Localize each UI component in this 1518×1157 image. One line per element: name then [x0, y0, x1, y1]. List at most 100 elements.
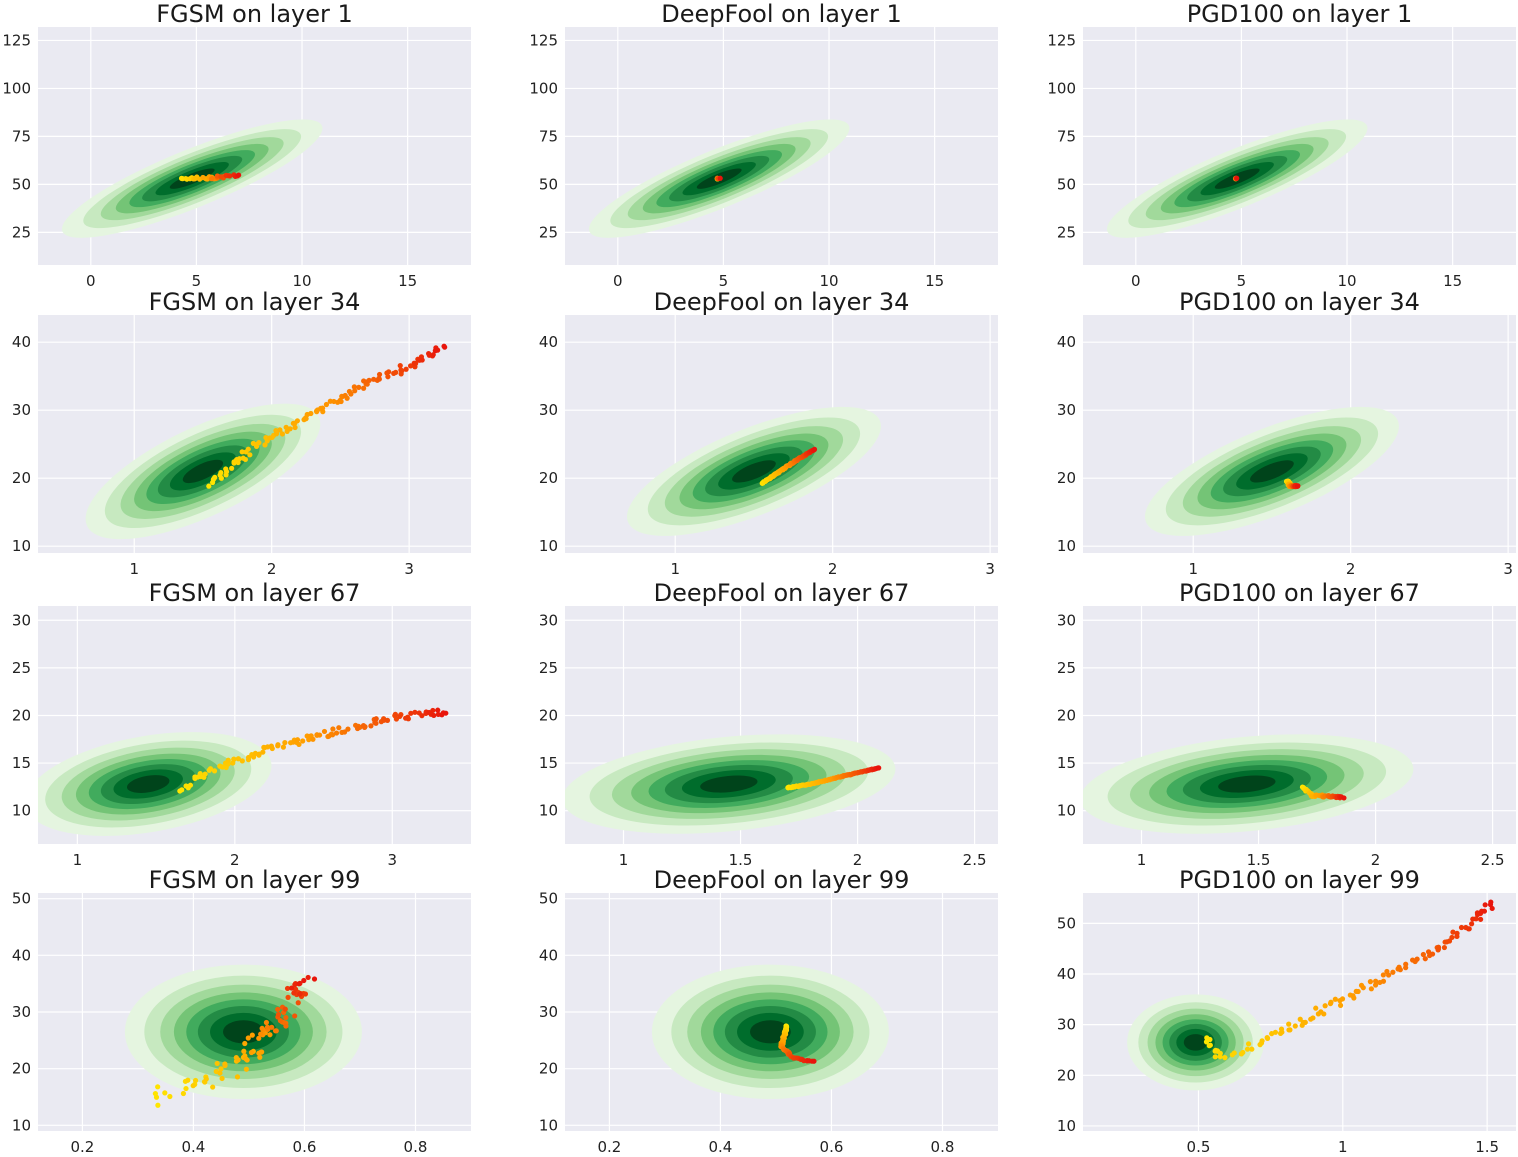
x-tick-label: 0 [86, 272, 96, 290]
y-tick-label: 40 [12, 946, 31, 964]
data-point [1286, 1021, 1292, 1027]
row-2: 1 2 3 10 20 30 40 FGSM on layer 34 1 2 3 10 20 30 40 D… [12, 288, 1516, 578]
data-point [268, 743, 274, 749]
data-point [419, 357, 425, 363]
panel-pgd100-layer-99: 0.5 1 1.5 10 20 30 40 50 PGD100 on layer 99 [1057, 866, 1516, 1156]
data-point [236, 456, 243, 462]
data-point [183, 175, 189, 182]
density-level-8 [182, 459, 224, 484]
y-tick-label: 30 [12, 611, 31, 629]
data-point [333, 730, 340, 736]
y-tick-label: 25 [1057, 659, 1076, 677]
trajectory-points [152, 974, 318, 1108]
data-point [282, 740, 288, 746]
data-point [236, 172, 242, 178]
data-point [1322, 1003, 1328, 1009]
data-point [391, 370, 397, 376]
data-point [1403, 961, 1409, 967]
data-point [1234, 175, 1240, 181]
data-point [227, 173, 233, 179]
data-point [1441, 944, 1448, 951]
data-point [1380, 978, 1387, 984]
data-point [1217, 1050, 1223, 1056]
data-point [811, 1058, 817, 1064]
x-tick-label: 2 [230, 851, 240, 869]
data-point [209, 175, 215, 182]
data-point [1373, 978, 1379, 984]
panel-title: FGSM on layer 34 [149, 288, 361, 316]
y-tick-label: 15 [1057, 754, 1076, 772]
data-point [155, 1084, 161, 1090]
data-point [283, 1014, 289, 1021]
panel-deepfool-layer-67: 1 1.5 2 2.5 10 15 20 25 30 DeepFool on layer 67 [539, 579, 998, 869]
data-point [275, 742, 281, 748]
data-point [1353, 988, 1359, 994]
data-point [426, 350, 432, 357]
data-point [1449, 934, 1455, 941]
panel-deepfool-layer-1: 0 5 10 15 25 50 75 100 125 DeepFool on layer 1 [529, 0, 998, 290]
data-point [1292, 1023, 1298, 1029]
data-point [1367, 979, 1373, 985]
data-point [263, 1019, 270, 1026]
y-tick-label: 30 [539, 1003, 558, 1021]
data-point [245, 1035, 251, 1041]
y-tick-label: 20 [539, 1060, 558, 1078]
data-point [1466, 926, 1472, 932]
data-point [192, 176, 198, 182]
panel-pgd100-layer-1: 0 5 10 15 25 50 75 100 125 PGD100 on layer 1 [1047, 0, 1516, 290]
data-point [384, 717, 391, 723]
data-point [264, 1024, 271, 1030]
data-point [361, 385, 367, 391]
y-tick-label: 10 [12, 537, 31, 555]
data-point [432, 348, 438, 354]
trajectory-points [178, 172, 242, 182]
panel-title: FGSM on layer 67 [149, 579, 361, 607]
data-point [183, 783, 189, 789]
data-point [1337, 1002, 1344, 1008]
data-point [1487, 901, 1494, 908]
data-point [290, 420, 296, 426]
trajectory-points [1283, 478, 1301, 490]
data-point [162, 1090, 168, 1096]
data-point [249, 1032, 255, 1038]
data-point [319, 405, 326, 411]
data-point [207, 766, 214, 772]
y-tick-label: 40 [1057, 333, 1076, 351]
data-point [187, 782, 194, 788]
panel-title: FGSM on layer 1 [156, 0, 353, 28]
data-point [200, 174, 206, 181]
data-point [316, 732, 323, 738]
y-tick-label: 25 [12, 223, 31, 241]
panel-title: PGD100 on layer 67 [1179, 579, 1420, 607]
data-point [292, 981, 298, 988]
data-point [282, 1006, 288, 1012]
data-point [1332, 996, 1338, 1002]
y-tick-label: 100 [2, 79, 31, 97]
data-point [411, 360, 417, 366]
x-tick-label: 10 [1337, 272, 1356, 290]
panel-title: PGD100 on layer 1 [1187, 0, 1413, 28]
x-tick-label: 0.8 [404, 1138, 428, 1156]
panel-title: PGD100 on layer 34 [1179, 288, 1420, 316]
y-tick-label: 125 [2, 31, 31, 49]
y-tick-label: 10 [539, 1116, 558, 1134]
data-point [273, 431, 280, 437]
y-tick-label: 20 [539, 706, 558, 724]
data-point [373, 716, 379, 722]
x-tick-label: 1 [1188, 560, 1198, 578]
data-point [256, 440, 262, 446]
y-tick-label: 15 [539, 754, 558, 772]
data-point [262, 442, 268, 448]
data-point [218, 475, 224, 481]
x-tick-label: 15 [925, 272, 944, 290]
data-point [376, 376, 382, 382]
density-contours [565, 734, 896, 834]
panel-deepfool-layer-34: 1 2 3 10 20 30 40 DeepFool on layer 34 [539, 288, 998, 578]
x-tick-label: 10 [292, 272, 311, 290]
trajectory-points [206, 343, 448, 489]
data-point [1302, 1019, 1308, 1025]
y-tick-label: 20 [539, 469, 558, 487]
data-point [153, 1094, 160, 1100]
data-point [289, 985, 295, 991]
y-tick-label: 50 [12, 175, 31, 193]
